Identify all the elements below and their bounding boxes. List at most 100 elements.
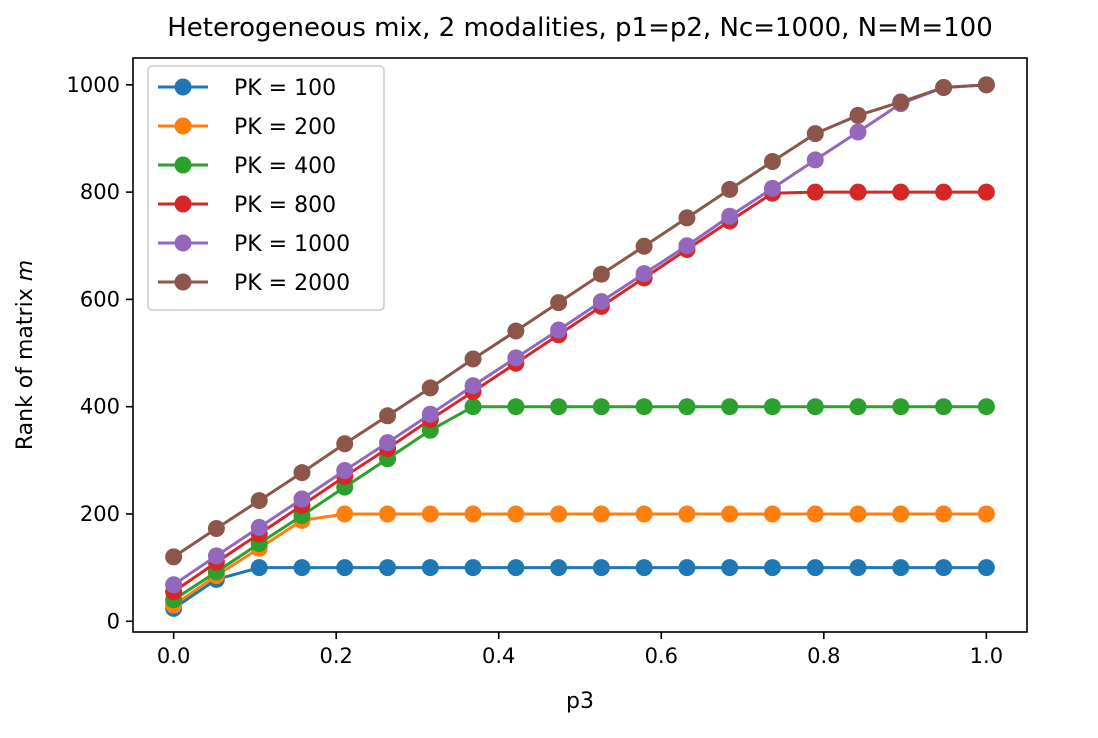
legend-item: PK = 1000	[158, 232, 350, 257]
data-point	[550, 321, 568, 339]
data-point	[977, 183, 995, 201]
data-point	[207, 519, 225, 537]
x-tick-label: 0.6	[645, 644, 678, 668]
data-point	[507, 559, 525, 577]
legend-marker	[174, 195, 192, 213]
data-point	[379, 434, 397, 452]
legend-item: PK = 200	[158, 115, 336, 140]
data-point	[806, 183, 824, 201]
data-point	[421, 559, 439, 577]
data-point	[464, 398, 482, 416]
chart-title: Heterogeneous mix, 2 modalities, p1=p2, …	[167, 13, 993, 43]
data-point	[293, 490, 311, 508]
data-point	[678, 398, 696, 416]
legend-label: PK = 800	[234, 193, 336, 218]
x-tick-label: 0.8	[807, 644, 840, 668]
data-point	[977, 398, 995, 416]
legend-label: PK = 400	[234, 154, 336, 179]
data-point	[592, 293, 610, 311]
data-point	[721, 505, 739, 523]
data-point	[806, 398, 824, 416]
legend-marker	[174, 78, 192, 96]
legend-marker	[174, 117, 192, 135]
data-point	[464, 377, 482, 395]
data-point	[977, 559, 995, 577]
data-point	[336, 559, 354, 577]
x-tick-label: 0.4	[482, 644, 515, 668]
data-point	[507, 505, 525, 523]
data-point	[379, 505, 397, 523]
data-point	[592, 559, 610, 577]
data-point	[763, 179, 781, 197]
data-point	[379, 559, 397, 577]
series-6	[165, 76, 995, 566]
y-axis-label: Rank of matrix m	[13, 260, 38, 450]
data-point	[892, 93, 910, 111]
legend-label: PK = 1000	[234, 232, 350, 257]
x-tick-label: 1.0	[970, 644, 1003, 668]
data-point	[763, 398, 781, 416]
data-point	[806, 505, 824, 523]
data-point	[550, 294, 568, 312]
data-point	[379, 407, 397, 425]
data-point	[336, 505, 354, 523]
legend-marker	[174, 234, 192, 252]
data-point	[721, 398, 739, 416]
data-point	[507, 322, 525, 340]
data-point	[336, 462, 354, 480]
series-3	[165, 398, 995, 609]
data-point	[165, 548, 183, 566]
data-point	[935, 183, 953, 201]
data-point	[592, 265, 610, 283]
data-point	[421, 405, 439, 423]
data-point	[763, 153, 781, 171]
data-point	[592, 505, 610, 523]
y-tick-label: 0	[107, 609, 120, 633]
data-point	[421, 379, 439, 397]
legend-item: PK = 2000	[158, 271, 350, 296]
data-point	[464, 350, 482, 368]
data-point	[721, 180, 739, 198]
legend-label: PK = 200	[234, 115, 336, 140]
data-point	[849, 183, 867, 201]
y-tick-label: 400	[80, 395, 120, 419]
y-axis-label-variable: m	[13, 260, 38, 281]
data-point	[635, 505, 653, 523]
data-point	[892, 505, 910, 523]
series-line	[172, 83, 987, 587]
data-point	[464, 559, 482, 577]
data-point	[892, 559, 910, 577]
data-point	[935, 505, 953, 523]
data-point	[977, 76, 995, 94]
data-point	[293, 464, 311, 482]
data-point	[250, 518, 268, 536]
data-point	[550, 505, 568, 523]
data-point	[635, 237, 653, 255]
data-point	[763, 505, 781, 523]
data-point	[507, 398, 525, 416]
legend-label: PK = 100	[234, 76, 336, 101]
x-tick-label: 0.0	[157, 644, 190, 668]
data-point	[849, 123, 867, 141]
data-point	[721, 559, 739, 577]
data-point	[165, 576, 183, 594]
data-point	[849, 106, 867, 124]
legend-item: PK = 400	[158, 154, 336, 179]
axes: 0.0 0.2 0.4 0.6 0.8 1.0 0 200 400 600 800 1000	[67, 57, 1028, 668]
data-point	[721, 207, 739, 225]
data-point	[977, 505, 995, 523]
data-point	[892, 398, 910, 416]
data-point	[592, 398, 610, 416]
data-point	[935, 398, 953, 416]
data-point	[550, 398, 568, 416]
plot-frame	[132, 57, 1028, 633]
data-point	[763, 559, 781, 577]
data-point	[293, 559, 311, 577]
series-1	[165, 559, 995, 617]
plot-area	[165, 76, 995, 617]
data-point	[678, 505, 696, 523]
x-tick-label: 0.2	[319, 644, 352, 668]
legend-marker	[174, 156, 192, 174]
y-tick-label: 1000	[67, 73, 120, 97]
series-line	[172, 512, 987, 607]
